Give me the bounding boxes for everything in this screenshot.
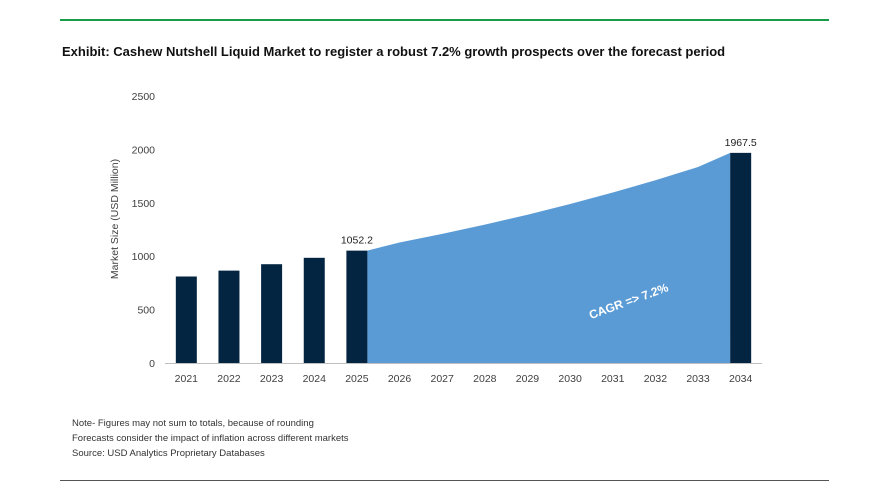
bar-2021 [175, 276, 197, 363]
note-inflation: Forecasts consider the impact of inflati… [72, 433, 349, 444]
y-tick-label: 1500 [132, 198, 156, 210]
note-rounding: Note- Figures may not sum to totals, bec… [72, 418, 314, 429]
bar-2023 [261, 264, 283, 363]
x-tick-label: 2023 [260, 373, 284, 385]
y-tick-label: 1000 [132, 251, 156, 263]
x-tick-label: 2031 [601, 373, 625, 385]
bar-2024 [303, 257, 325, 363]
forecast-area [367, 152, 731, 363]
x-tick-label: 2028 [473, 373, 497, 385]
top-rule [60, 19, 829, 21]
x-tick-label: 2034 [729, 373, 753, 385]
y-tick-label: 2500 [132, 91, 156, 103]
bar-2025 [346, 250, 368, 363]
chart-title: Exhibit: Cashew Nutshell Liquid Market t… [62, 44, 726, 59]
data-label: 1052.2 [341, 235, 373, 247]
y-axis-label: Market Size (USD Million) [109, 159, 121, 279]
x-tick-label: 2022 [217, 373, 241, 385]
y-tick-label: 0 [149, 358, 155, 370]
x-tick-label: 2021 [175, 373, 199, 385]
x-tick-label: 2029 [516, 373, 540, 385]
bottom-rule [60, 480, 829, 481]
note-source: Source: USD Analytics Proprietary Databa… [72, 448, 265, 459]
data-label: 1967.5 [725, 137, 757, 149]
x-tick-label: 2033 [686, 373, 710, 385]
y-tick-label: 500 [137, 305, 155, 317]
x-tick-label: 2027 [430, 373, 454, 385]
bar-2022 [218, 270, 240, 363]
x-tick-label: 2024 [303, 373, 327, 385]
y-tick-label: 2000 [132, 144, 156, 156]
x-tick-label: 2030 [558, 373, 582, 385]
chart-notes: Note- Figures may not sum to totals, bec… [72, 416, 349, 461]
x-tick-label: 2026 [388, 373, 412, 385]
x-tick-label: 2032 [644, 373, 668, 385]
bar-2034 [730, 152, 752, 363]
x-tick-label: 2025 [345, 373, 369, 385]
